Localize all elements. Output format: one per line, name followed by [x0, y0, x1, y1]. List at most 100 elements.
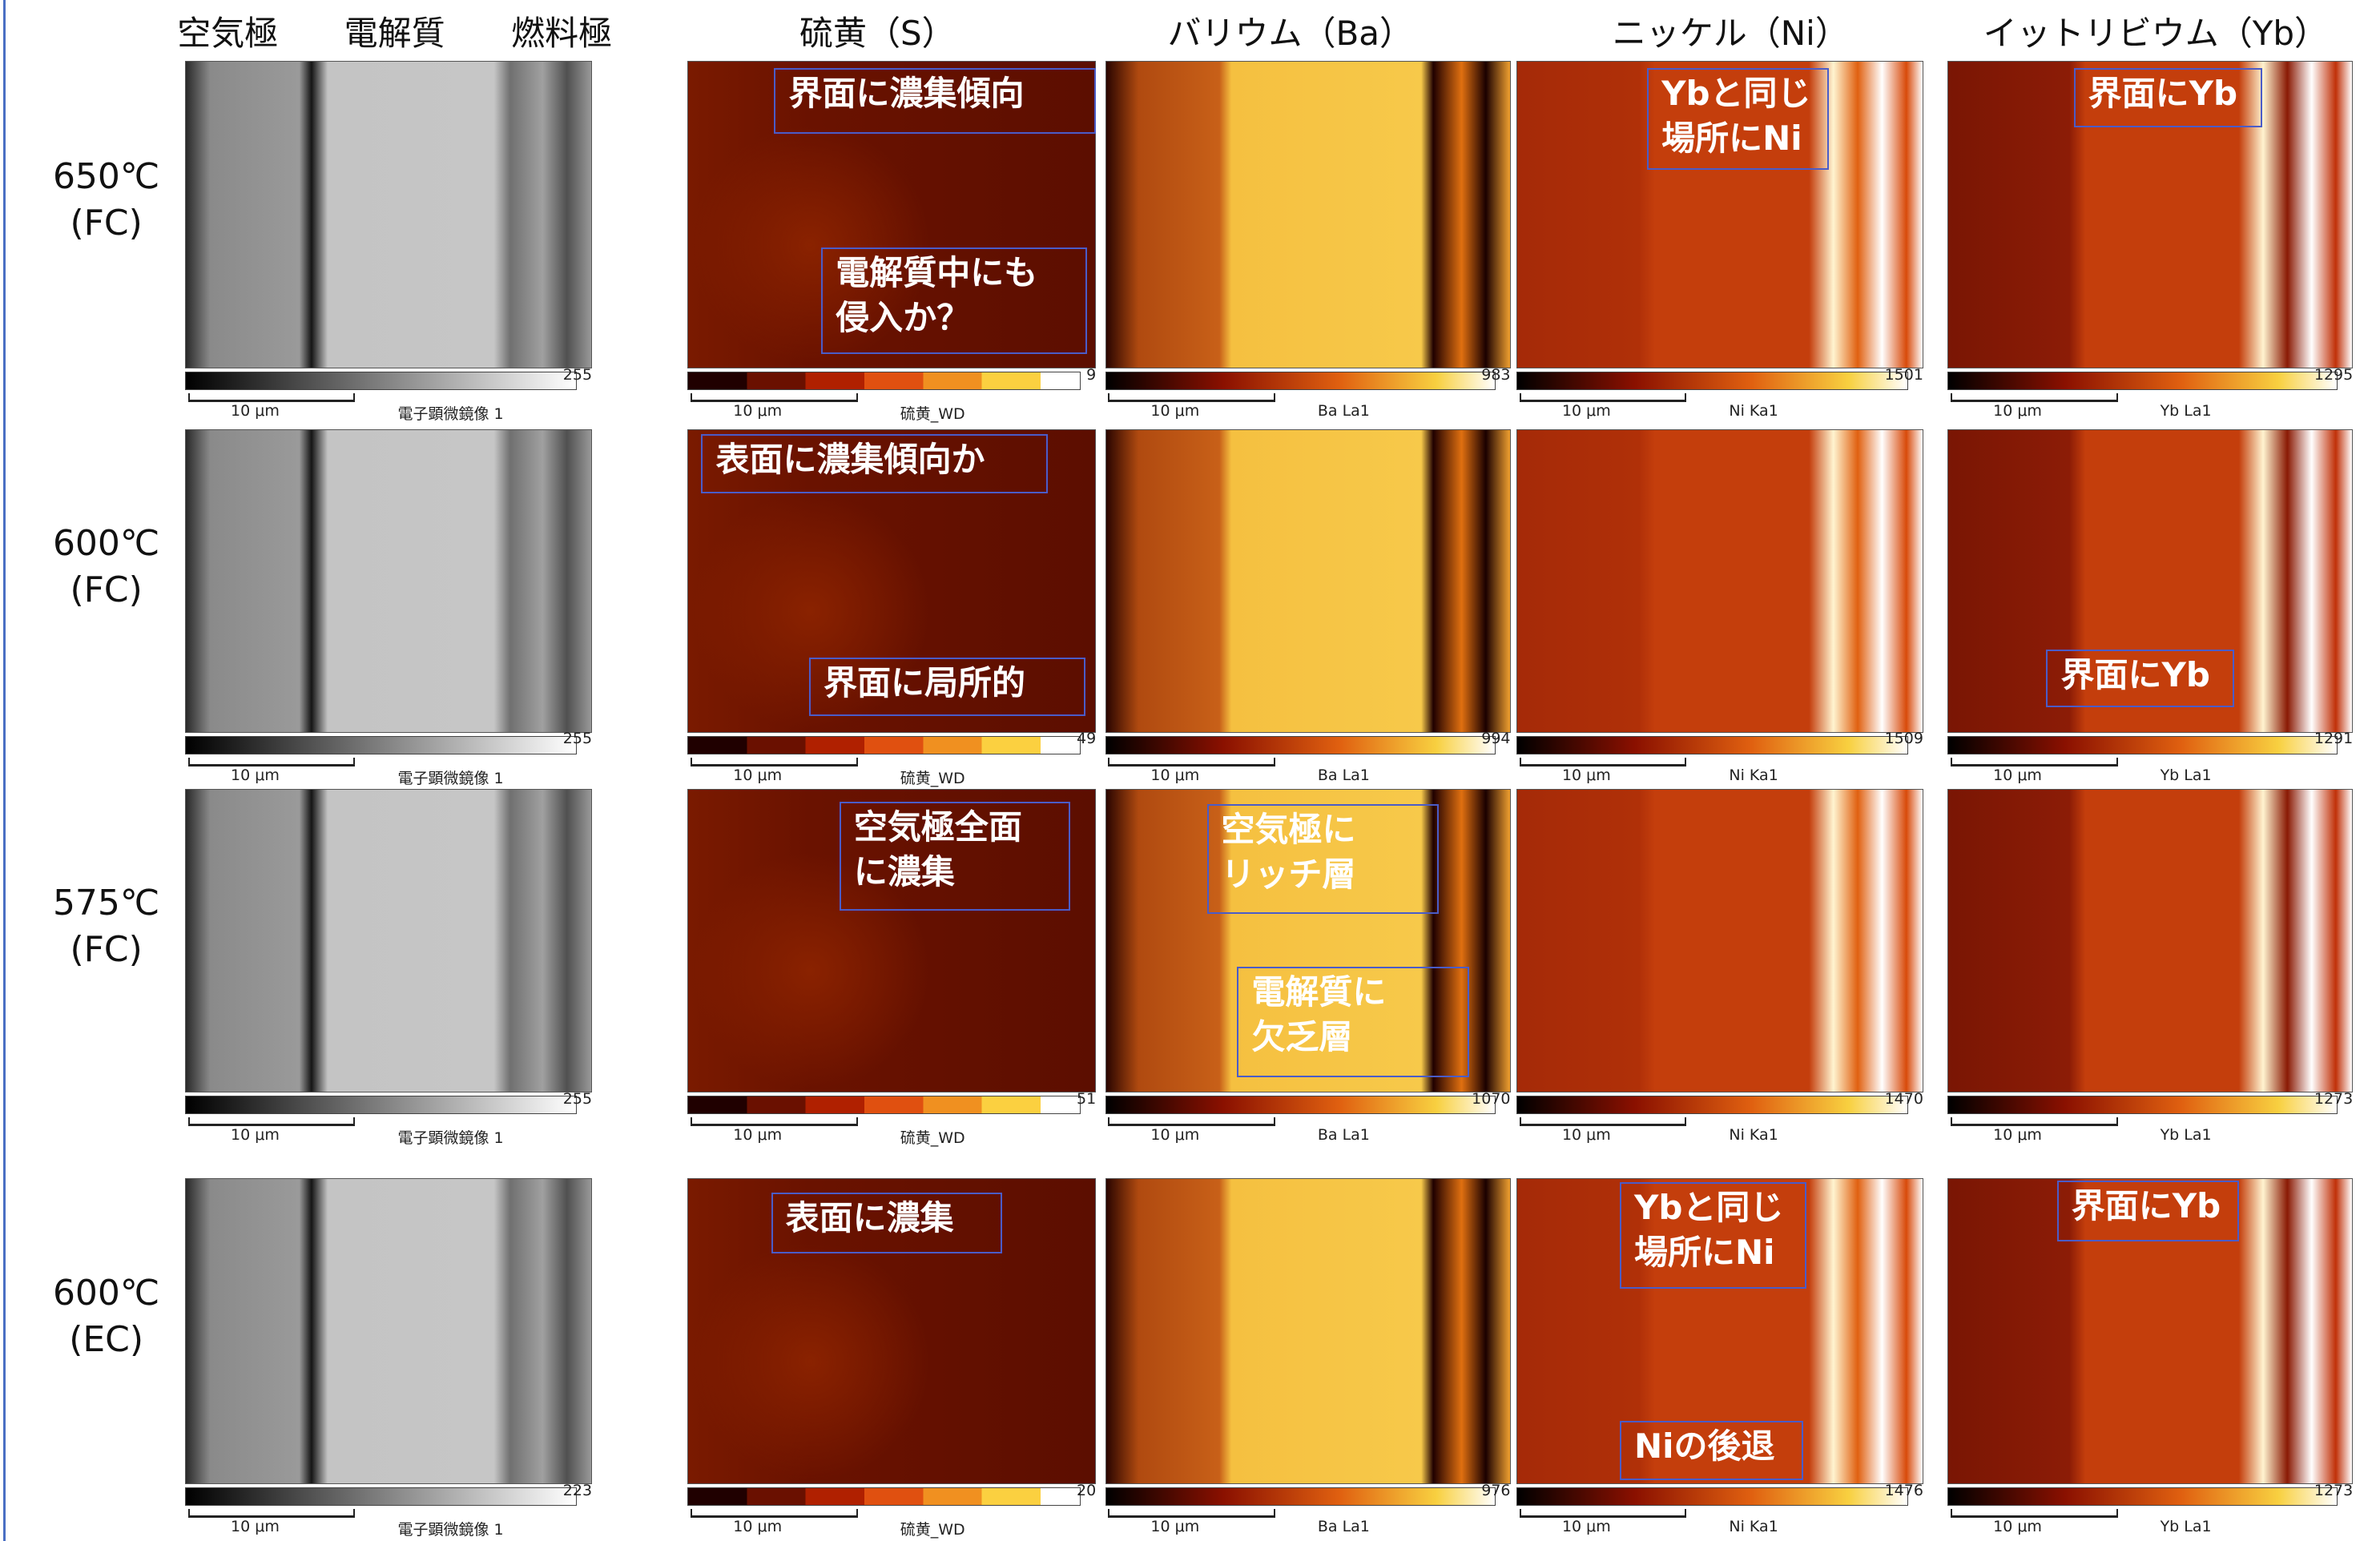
- colorbar-max: 983: [1450, 366, 1511, 384]
- colorbar: [185, 1096, 577, 1114]
- row-label-line: 600℃: [46, 521, 167, 567]
- scale-bar: [1108, 1117, 1275, 1126]
- colorbar-max: 1273: [2292, 1482, 2353, 1499]
- detector-label: 硫黄_WD: [900, 402, 965, 424]
- colorbar-max: 994: [1450, 730, 1511, 747]
- colorbar: [1105, 372, 1496, 390]
- annotation: 界面に局所的: [809, 658, 1085, 717]
- scale-bar: [188, 393, 355, 402]
- colorbar-max: 1501: [1863, 366, 1923, 384]
- row-label-line: 575℃: [46, 880, 167, 927]
- colorbar: [1947, 1096, 2338, 1114]
- annotation: 界面にYb: [2057, 1181, 2239, 1241]
- colorbar-max: 1509: [1863, 730, 1923, 747]
- scale-bar: [1520, 1509, 1686, 1518]
- colorbar-max: 1470: [1863, 1090, 1923, 1108]
- scale-bar: [1108, 393, 1275, 402]
- row-label-line: (FC): [46, 927, 167, 973]
- micrograph: [1516, 789, 1923, 1092]
- scale-bar: [1951, 1509, 2117, 1518]
- element-column-header: ニッケル（Ni）: [1613, 6, 1849, 55]
- annotation: 界面に濃集傾向: [774, 68, 1096, 133]
- scale-label: 10 μm: [1150, 1518, 1199, 1535]
- detector-label: Ni Ka1: [1729, 1518, 1778, 1535]
- annotation: 表面に濃集: [771, 1193, 1002, 1253]
- detector-label: Ba La1: [1318, 766, 1370, 784]
- annotation: Ybと同じ 場所にNi: [1620, 1182, 1806, 1289]
- micrograph: [185, 789, 592, 1092]
- scale-bar: [188, 758, 355, 766]
- colorbar: [1105, 1096, 1496, 1114]
- detector-label: Yb La1: [2161, 1518, 2212, 1535]
- scale-label: 10 μm: [231, 1126, 280, 1144]
- colorbar-max: 255: [531, 730, 592, 747]
- scale-bar: [1108, 758, 1275, 766]
- colorbar: [1947, 1487, 2338, 1506]
- detector-label: 電子顕微鏡像 1: [397, 1518, 503, 1539]
- row-label-line: (FC): [46, 200, 167, 247]
- colorbar-max: 255: [531, 1090, 592, 1108]
- scale-label: 10 μm: [733, 766, 782, 784]
- colorbar: [1516, 736, 1908, 754]
- colorbar-max: 51: [1035, 1090, 1096, 1108]
- scale-bar: [691, 393, 857, 402]
- scale-label: 10 μm: [1993, 766, 2042, 784]
- scale-bar: [1951, 1117, 2117, 1126]
- annotation: Ybと同じ 場所にNi: [1647, 68, 1829, 170]
- colorbar: [1105, 736, 1496, 754]
- detector-label: Ni Ka1: [1729, 1126, 1778, 1144]
- annotation: 空気極全面 に濃集: [840, 802, 1070, 911]
- micrograph: [185, 429, 592, 733]
- annotation: 界面にYb: [2074, 68, 2262, 127]
- annotation: 電解質中にも 侵入か？: [821, 247, 1087, 354]
- sem-column-header: 空気極: [177, 6, 278, 55]
- element-column-header: イットリビウム（Yb）: [1983, 6, 2328, 55]
- colorbar: [1516, 1096, 1908, 1114]
- scale-label: 10 μm: [1562, 1126, 1611, 1144]
- detector-label: 電子顕微鏡像 1: [397, 766, 503, 788]
- element-column-header: バリウム（Ba）: [1167, 6, 1413, 55]
- colorbar: [1516, 372, 1908, 390]
- row-label: 600℃(FC): [46, 521, 167, 614]
- element-column-header: 硫黄（S）: [799, 6, 956, 55]
- scale-label: 10 μm: [1993, 1126, 2042, 1144]
- detector-label: 電子顕微鏡像 1: [397, 402, 503, 424]
- colorbar-max: 1070: [1450, 1090, 1511, 1108]
- colorbar-max: 49: [1035, 730, 1096, 747]
- detector-label: 電子顕微鏡像 1: [397, 1126, 503, 1148]
- row-label: 600℃(EC): [46, 1270, 167, 1363]
- colorbar: [1516, 1487, 1908, 1506]
- sem-column-header: 燃料極: [511, 6, 612, 55]
- colorbar-max: 1295: [2292, 366, 2353, 384]
- annotation: 空気極に リッチ層: [1207, 804, 1440, 913]
- scale-bar: [188, 1509, 355, 1518]
- scale-label: 10 μm: [1562, 402, 1611, 420]
- micrograph: [1947, 789, 2353, 1092]
- scale-label: 10 μm: [1993, 402, 2042, 420]
- scale-bar: [1951, 393, 2117, 402]
- detector-label: Ba La1: [1318, 402, 1370, 420]
- row-label: 650℃(FC): [46, 154, 167, 247]
- scale-bar: [1520, 393, 1686, 402]
- scale-label: 10 μm: [231, 402, 280, 420]
- micrograph: [1516, 429, 1923, 733]
- row-label-line: (EC): [46, 1317, 167, 1363]
- row-label-line: 600℃: [46, 1270, 167, 1317]
- colorbar: [687, 736, 1081, 754]
- micrograph: [185, 1178, 592, 1485]
- colorbar-max: 20: [1035, 1482, 1096, 1499]
- detector-label: Yb La1: [2161, 1126, 2212, 1144]
- colorbar: [185, 1487, 577, 1506]
- detector-label: 硫黄_WD: [900, 1518, 965, 1539]
- row-label-line: (FC): [46, 567, 167, 614]
- scale-bar: [1520, 1117, 1686, 1126]
- scale-label: 10 μm: [1150, 402, 1199, 420]
- colorbar: [687, 1487, 1081, 1506]
- detector-label: Ba La1: [1318, 1126, 1370, 1144]
- scale-label: 10 μm: [231, 766, 280, 784]
- scale-bar: [691, 1509, 857, 1518]
- scale-label: 10 μm: [733, 402, 782, 420]
- colorbar-max: 223: [531, 1482, 592, 1499]
- micrograph: [1105, 429, 1511, 733]
- sem-column-header: 電解質: [344, 6, 445, 55]
